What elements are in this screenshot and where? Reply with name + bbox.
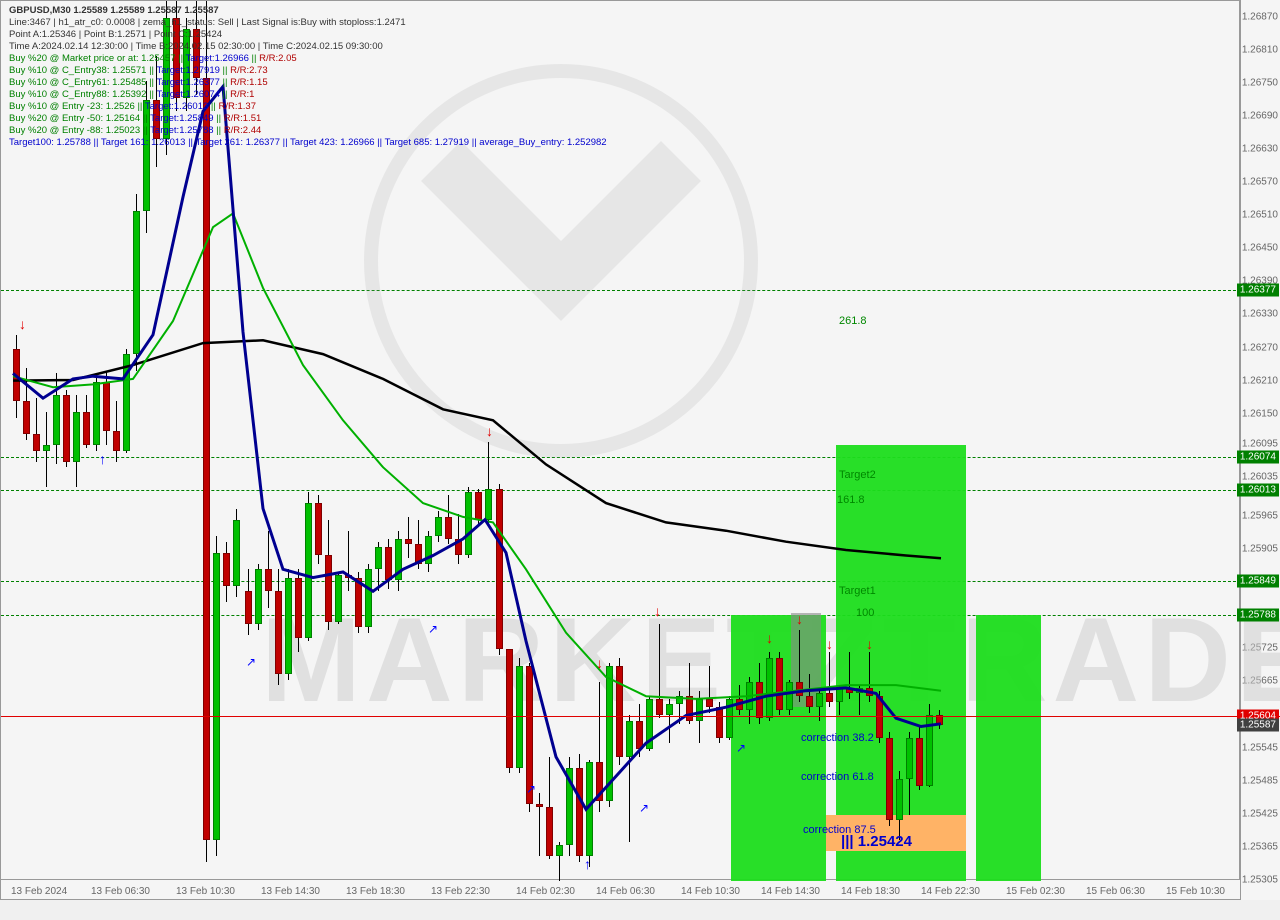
down-arrow-icon: ↓ bbox=[796, 611, 803, 627]
y-tick: 1.26810 bbox=[1242, 44, 1278, 55]
info-line: Buy %10 @ C_Entry88: 1.25392 || Target:1… bbox=[9, 89, 254, 100]
y-tick: 1.25485 bbox=[1242, 775, 1278, 786]
chart-annotation: 161.8 bbox=[837, 494, 865, 506]
chart-annotation: correction 38.2 bbox=[801, 732, 874, 744]
y-tick: 1.25665 bbox=[1242, 676, 1278, 687]
y-tick: 1.25545 bbox=[1242, 742, 1278, 753]
price-label: 1.26013 bbox=[1237, 484, 1279, 497]
y-tick: 1.26150 bbox=[1242, 408, 1278, 419]
down-arrow-icon: ↓ bbox=[866, 636, 873, 652]
y-tick: 1.25725 bbox=[1242, 643, 1278, 654]
info-line: Buy %10 @ C_Entry38: 1.25571 || Target:1… bbox=[9, 65, 268, 76]
diag-arrow-icon: ↗ bbox=[639, 801, 649, 815]
info-line: Buy %20 @ Market price or at: 1.25457 ||… bbox=[9, 53, 297, 64]
bid-line bbox=[1, 716, 1280, 717]
down-arrow-icon: ↓ bbox=[486, 423, 493, 439]
info-line: Point A:1.25346 | Point B:1.2571 | Point… bbox=[9, 29, 222, 40]
down-arrow-icon: ↓ bbox=[654, 603, 661, 619]
down-arrow-icon: ↓ bbox=[766, 630, 773, 646]
info-line: GBPUSD,M30 1.25589 1.25589 1.25587 1.255… bbox=[9, 5, 219, 16]
diag-arrow-icon: ↗ bbox=[526, 782, 536, 796]
chart-area[interactable]: MARKETZTRADE 1.263771.260741.260131.2584… bbox=[0, 0, 1240, 900]
info-line: Buy %20 @ Entry -88: 1.25023 || Target:1… bbox=[9, 125, 261, 136]
y-tick: 1.26210 bbox=[1242, 375, 1278, 386]
info-line: Target100: 1.25788 || Target 161: 1.2601… bbox=[9, 137, 607, 148]
chart-annotation: 261.8 bbox=[839, 315, 867, 327]
down-arrow-icon: ↓ bbox=[596, 655, 603, 671]
info-line: Buy %20 @ Entry -50: 1.25164 || Target:1… bbox=[9, 113, 261, 124]
info-line: Buy %10 @ Entry -23: 1.2526 || Target:1.… bbox=[9, 101, 256, 112]
y-tick: 1.26690 bbox=[1242, 110, 1278, 121]
y-tick: 1.26570 bbox=[1242, 177, 1278, 188]
y-tick: 1.26095 bbox=[1242, 439, 1278, 450]
up-arrow-icon: ↑ bbox=[99, 451, 106, 467]
price-label: 1.25587 bbox=[1237, 719, 1279, 732]
info-line: Time A:2024.02.14 12:30:00 | Time B:2024… bbox=[9, 41, 383, 52]
info-line: Line:3467 | h1_atr_c0: 0.0008 | zema_h1_… bbox=[9, 17, 406, 28]
down-arrow-icon: ↓ bbox=[19, 316, 26, 332]
y-tick: 1.26630 bbox=[1242, 143, 1278, 154]
y-tick: 1.26510 bbox=[1242, 210, 1278, 221]
price-label: 1.26074 bbox=[1237, 450, 1279, 463]
y-tick: 1.25305 bbox=[1242, 875, 1278, 886]
y-tick: 1.26035 bbox=[1242, 472, 1278, 483]
chart-annotation: correction 61.8 bbox=[801, 771, 874, 783]
price-label: 1.26377 bbox=[1237, 283, 1279, 296]
y-tick: 1.26330 bbox=[1242, 309, 1278, 320]
y-tick: 1.26870 bbox=[1242, 11, 1278, 22]
y-tick: 1.25965 bbox=[1242, 510, 1278, 521]
up-arrow-icon: ↑ bbox=[584, 856, 591, 872]
diag-arrow-icon: ↗ bbox=[736, 741, 746, 755]
chart-annotation: Target1 bbox=[839, 585, 876, 597]
y-tick: 1.26270 bbox=[1242, 342, 1278, 353]
y-tick: 1.25365 bbox=[1242, 841, 1278, 852]
chart-annotation: Target2 bbox=[839, 469, 876, 481]
y-tick: 1.25425 bbox=[1242, 808, 1278, 819]
down-arrow-icon: ↓ bbox=[826, 636, 833, 652]
price-label: 1.25788 bbox=[1237, 608, 1279, 621]
y-tick: 1.26750 bbox=[1242, 77, 1278, 88]
chart-annotation: 100 bbox=[856, 607, 874, 619]
point-c-label: ||| 1.25424 bbox=[841, 833, 912, 850]
price-label: 1.25849 bbox=[1237, 574, 1279, 587]
y-tick: 1.25905 bbox=[1242, 543, 1278, 554]
y-tick: 1.26450 bbox=[1242, 243, 1278, 254]
info-line: Buy %10 @ C_Entry61: 1.25485 || Target:1… bbox=[9, 77, 268, 88]
diag-arrow-icon: ↗ bbox=[428, 622, 438, 636]
diag-arrow-icon: ↗ bbox=[246, 655, 256, 669]
